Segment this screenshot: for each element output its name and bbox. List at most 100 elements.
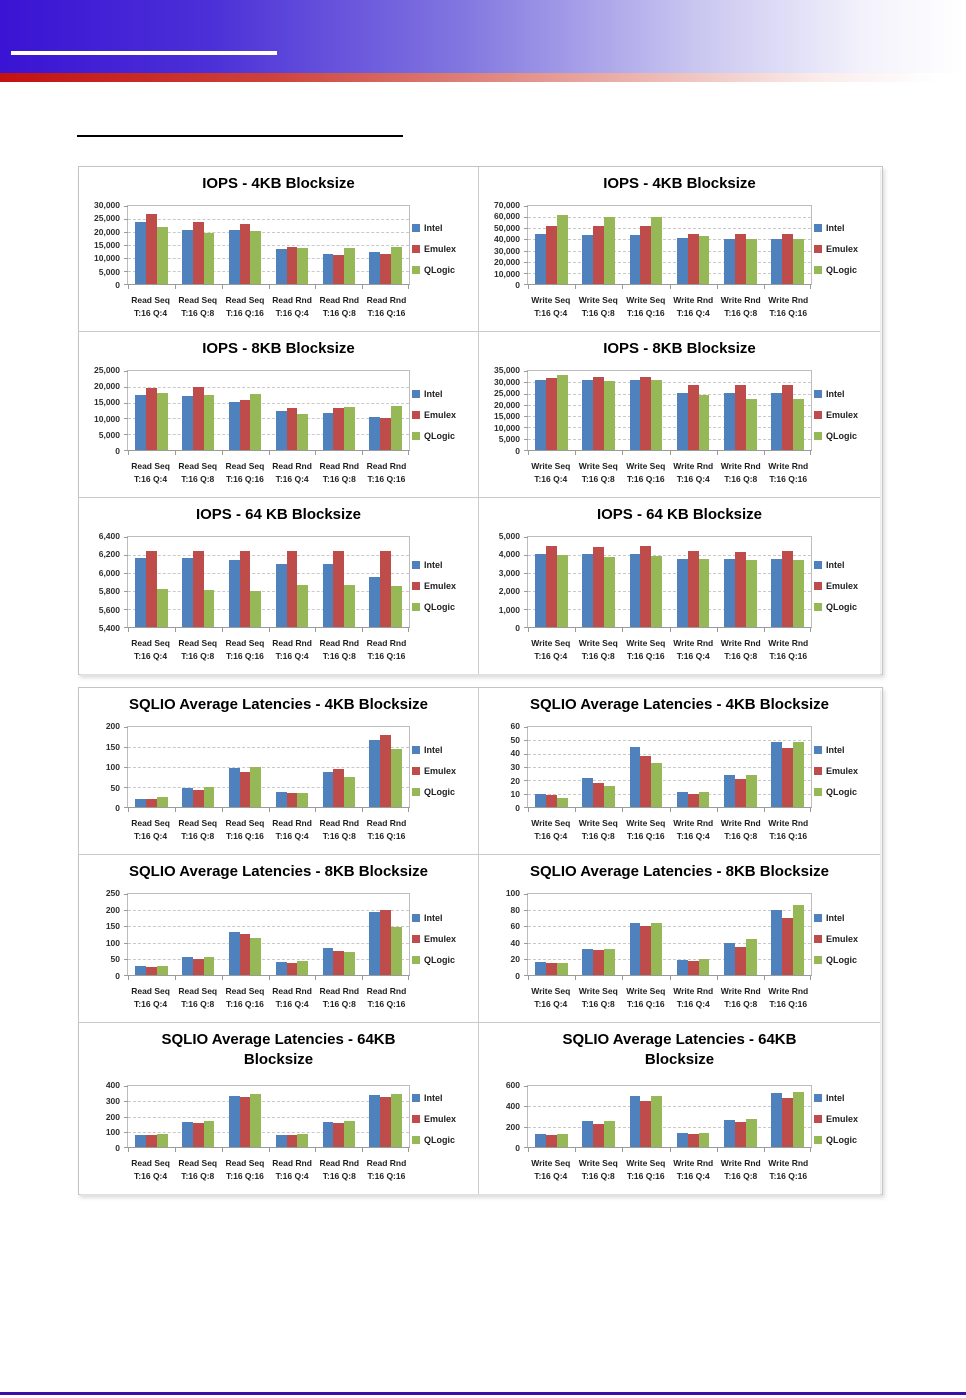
y-tick-label: 1,000	[498, 604, 520, 615]
legend-label: Emulex	[826, 409, 859, 420]
y-tick-label: 30	[510, 762, 520, 772]
bar-emulex	[146, 1134, 157, 1147]
legend-swatch-emulex-icon	[412, 582, 420, 590]
y-tick-label: 0	[115, 1143, 120, 1153]
gridline	[528, 555, 811, 556]
bar-qlogic	[604, 217, 615, 284]
y-tick-label: 35,000	[494, 365, 520, 375]
bar-group	[175, 894, 222, 975]
x-tick-mark	[669, 1147, 671, 1152]
y-tick-label: 60,000	[494, 211, 520, 222]
bar-qlogic	[651, 380, 663, 450]
bar-qlogic	[745, 1118, 757, 1147]
bar-intel	[535, 1134, 547, 1147]
x-tick-mark	[716, 627, 718, 632]
x-category-line: Read Seq	[225, 638, 265, 648]
bar-group	[670, 371, 717, 450]
x-tick-mark	[716, 450, 718, 455]
y-tick-label: 30,000	[494, 245, 520, 256]
bar-group	[269, 727, 316, 807]
bar-qlogic	[604, 1120, 615, 1147]
y-tick-label: 5,000	[498, 434, 520, 445]
gridline	[128, 591, 409, 592]
bar-group	[175, 537, 222, 627]
bar-intel	[676, 393, 688, 450]
bar-qlogic	[651, 217, 663, 284]
x-tick-mark	[716, 284, 718, 289]
gridline	[128, 434, 409, 436]
y-tick-mark	[124, 284, 128, 285]
bar-emulex	[734, 385, 746, 450]
bar-group	[528, 537, 575, 627]
bar-emulex	[380, 734, 391, 807]
bar-qlogic	[344, 584, 355, 627]
x-category-label: Write Seq T:16 Q:16	[622, 460, 670, 492]
gridline	[128, 271, 409, 272]
x-category-line: Write Seq	[578, 295, 618, 305]
x-axis: Read Seq T:16 Q:4 Read Seq T:16 Q:8 Read Seq…	[127, 817, 410, 849]
legend-label: QLogic	[424, 787, 455, 797]
y-tick-mark	[524, 250, 528, 252]
x-category-line: T:16 Q:4	[676, 307, 710, 318]
bar-emulex	[640, 546, 652, 627]
legend-item-qlogic: QLogic	[814, 1135, 878, 1145]
x-category-line: Read Seq	[178, 295, 218, 305]
legend-label: QLogic	[826, 787, 857, 797]
bar-group	[670, 727, 717, 807]
bar-emulex	[781, 748, 793, 807]
x-category-label: Read Seq T:16 Q:16	[221, 294, 268, 326]
x-category-line: Write Rnd	[673, 638, 714, 648]
gridline	[528, 239, 811, 241]
x-category-label: Read Rnd T:16 Q:8	[316, 985, 363, 1017]
x-tick-mark	[810, 284, 811, 289]
legend-item-emulex: Emulex	[412, 410, 476, 420]
x-tick-mark	[575, 1147, 577, 1152]
x-category-line: Read Seq	[131, 1158, 170, 1168]
gridline	[528, 438, 811, 440]
bar-intel	[629, 1096, 641, 1147]
x-category-label: Write Rnd T:16 Q:4	[670, 817, 718, 849]
bar-emulex	[734, 233, 746, 284]
chart-title-line: SQLIO Average Latencies - 64KB	[562, 1031, 797, 1048]
y-tick-mark	[124, 591, 128, 592]
x-category-label: Read Seq T:16 Q:8	[174, 294, 221, 326]
x-category-label: Read Seq T:16 Q:8	[174, 1157, 221, 1189]
x-category-line: T:16 Q:4	[534, 650, 568, 661]
x-category-line: T:16 Q:8	[181, 830, 215, 841]
bar-emulex	[146, 214, 157, 284]
x-tick-mark	[763, 807, 765, 812]
bar-intel	[676, 959, 688, 975]
legend-item-intel: Intel	[814, 389, 878, 399]
bar-qlogic	[792, 560, 804, 627]
gridline	[128, 555, 409, 556]
bar-intel	[275, 962, 287, 975]
legend-label: Emulex	[826, 766, 859, 776]
bar-emulex	[781, 1097, 793, 1147]
x-category-label: Read Seq T:16 Q:4	[127, 294, 174, 326]
x-category-line: Read Rnd	[319, 1158, 360, 1168]
bar-qlogic	[156, 589, 168, 627]
bar-intel	[369, 912, 381, 975]
bar-qlogic	[557, 375, 568, 450]
y-tick-label: 10,000	[94, 413, 120, 424]
bar-qlogic	[390, 406, 402, 450]
gridline	[128, 747, 409, 748]
bar-emulex	[640, 925, 652, 975]
y-tick-mark	[524, 272, 528, 274]
bar-intel	[135, 1134, 147, 1147]
x-category-line: Read Seq	[225, 461, 265, 471]
x-category-label: Read Rnd T:16 Q:16	[363, 637, 410, 669]
bar-qlogic	[698, 395, 710, 450]
x-category-line: Write Rnd	[720, 986, 761, 996]
bar-qlogic	[203, 1121, 215, 1147]
x-tick-mark	[408, 627, 409, 632]
x-category-line: T:16 Q:8	[581, 1170, 615, 1181]
legend-label: QLogic	[424, 1134, 455, 1145]
x-category-line: Write Seq	[626, 818, 666, 828]
y-tick-label: 15,000	[94, 240, 120, 250]
x-category-label: Read Seq T:16 Q:16	[221, 460, 268, 492]
bar-qlogic	[156, 797, 168, 807]
bar-group	[670, 1086, 717, 1147]
x-category-line: T:16 Q:8	[724, 830, 758, 841]
y-axis: 0 20 40 60 80 100	[479, 888, 525, 981]
